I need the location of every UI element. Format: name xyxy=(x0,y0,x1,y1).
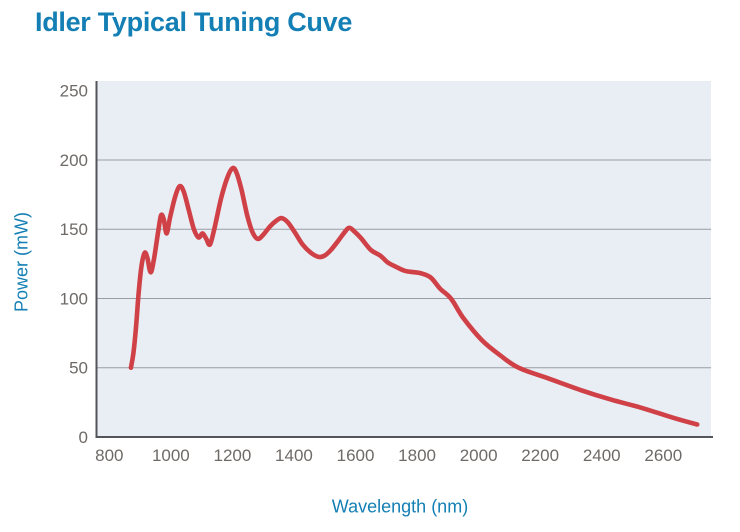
x-tick-label: 1200 xyxy=(214,446,252,465)
curve-path xyxy=(128,165,700,427)
x-tick-label: 1600 xyxy=(337,446,375,465)
y-tick-label: 0 xyxy=(79,428,88,447)
x-axis-title: Wavelength (nm) xyxy=(331,496,469,517)
y-tick-label: 50 xyxy=(69,359,88,378)
plot-background xyxy=(97,81,711,437)
y-tick-label: 250 xyxy=(60,82,88,101)
x-tick-label: 1000 xyxy=(152,446,190,465)
x-tick-label: 1800 xyxy=(398,446,436,465)
y-tick-label: 150 xyxy=(60,220,88,239)
x-tick-label: 2400 xyxy=(583,446,621,465)
x-tick-label: 2000 xyxy=(460,446,498,465)
y-tick-label: 100 xyxy=(60,289,88,308)
x-tick-label: 2200 xyxy=(521,446,559,465)
chart-title: Idler Typical Tuning Cuve xyxy=(35,7,353,37)
x-tick-label: 2600 xyxy=(644,446,682,465)
x-tick-label: 1400 xyxy=(275,446,313,465)
y-tick-label: 200 xyxy=(60,151,88,170)
x-tick-label: 800 xyxy=(95,446,123,465)
